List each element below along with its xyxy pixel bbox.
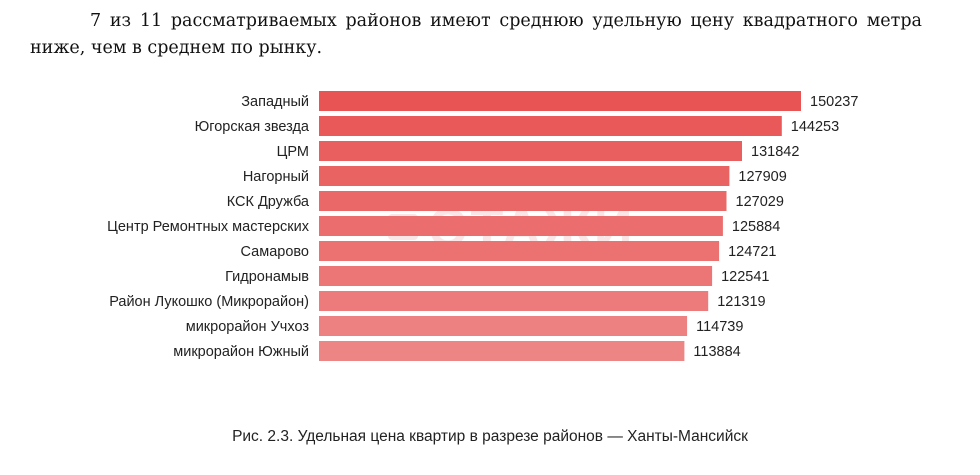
bar-6 <box>319 216 723 236</box>
bar-5 <box>319 191 727 211</box>
value-label-11: 113884 <box>693 344 740 360</box>
bar-4 <box>319 166 730 186</box>
value-labels: 150237 144253 131842 127909 127029 125884 1247… <box>693 94 858 360</box>
figure-caption: Рис. 2.3. Удельная цена квартир в разрез… <box>232 428 748 445</box>
bar-2 <box>319 116 782 136</box>
category-label-5: КСК Дружба <box>227 194 310 210</box>
value-label-5: 127029 <box>736 194 784 210</box>
bar-1 <box>319 91 801 111</box>
value-label-4: 127909 <box>738 169 786 185</box>
category-label-7: Самарово <box>241 244 309 260</box>
value-label-9: 121319 <box>717 294 765 310</box>
value-label-1: 150237 <box>810 94 858 110</box>
category-label-1: Западный <box>241 94 309 110</box>
category-label-6: Центр Ремонтных мастерских <box>107 219 310 235</box>
category-label-3: ЦРМ <box>277 144 309 160</box>
bar-3 <box>319 141 742 161</box>
value-label-2: 144253 <box>791 119 839 135</box>
intro-paragraph: 7 из 11 рассматриваемых районов имеют ср… <box>30 11 922 58</box>
bar-7 <box>319 241 720 261</box>
value-label-6: 125884 <box>732 219 780 235</box>
bar-10 <box>319 316 688 336</box>
category-label-9: Район Лукошко (Микрорайон) <box>109 294 309 310</box>
bars-group <box>319 91 801 361</box>
value-label-10: 114739 <box>696 319 743 335</box>
value-label-3: 131842 <box>751 144 799 160</box>
bar-8 <box>319 266 713 286</box>
bar-11 <box>319 341 685 361</box>
category-label-11: микрорайон Южный <box>173 344 309 360</box>
value-label-8: 122541 <box>721 269 769 285</box>
category-label-4: Нагорный <box>243 169 309 185</box>
category-labels: Западный Югорская звезда ЦРМ Нагорный КСК Др… <box>107 94 310 360</box>
category-label-10: микрорайон Учхоз <box>186 319 310 335</box>
bar-9 <box>319 291 709 311</box>
category-label-8: Гидронамыв <box>225 269 309 285</box>
value-label-7: 124721 <box>728 244 776 260</box>
category-label-2: Югорская звезда <box>195 119 310 135</box>
